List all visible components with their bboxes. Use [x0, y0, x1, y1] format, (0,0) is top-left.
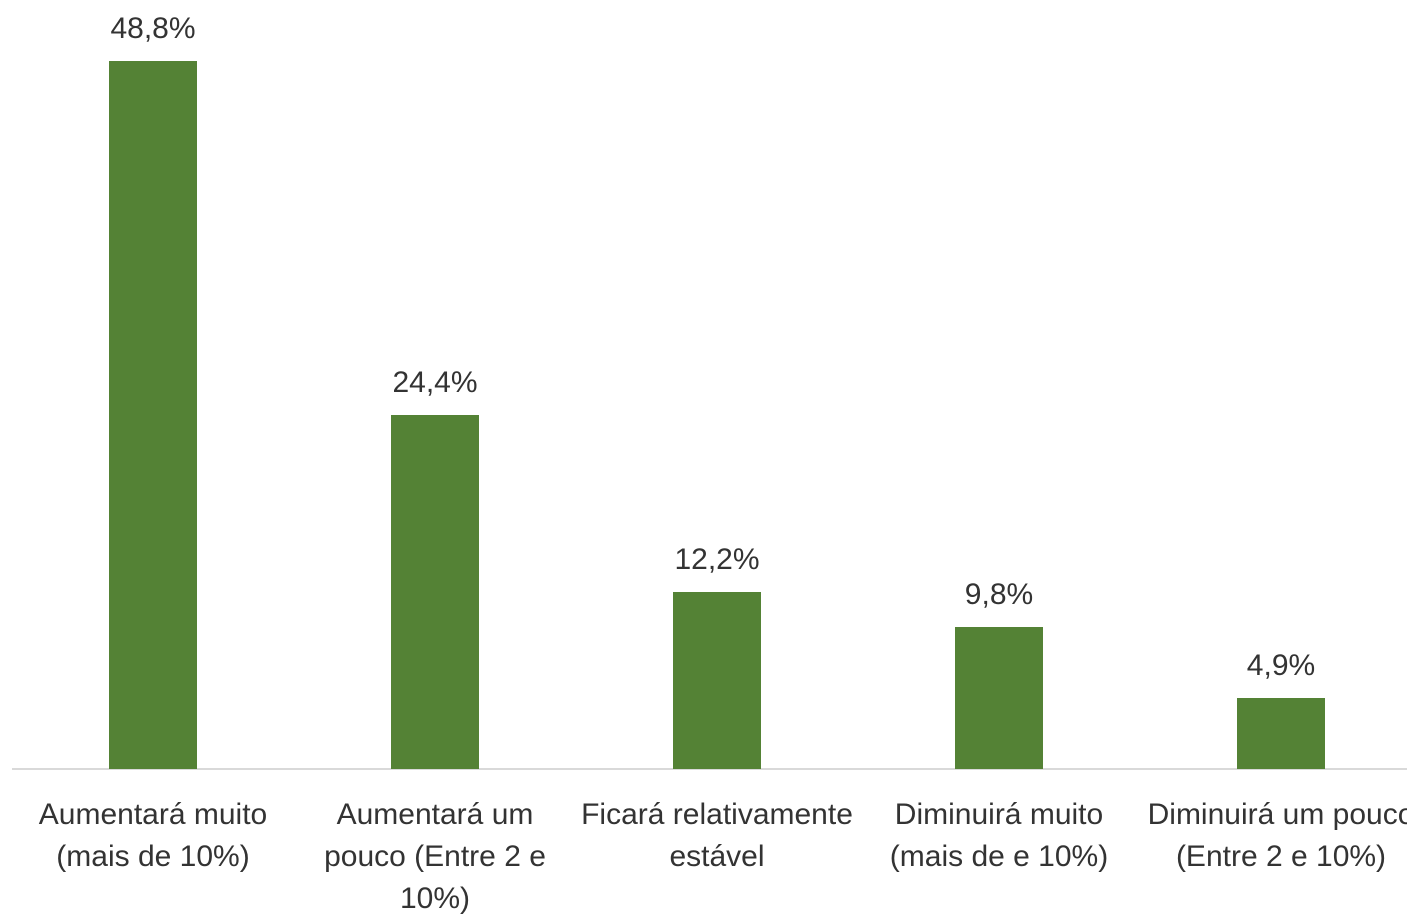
x-tick-label: Aumentará um pouco (Entre 2 e 10%): [324, 798, 546, 915]
bar: [1237, 697, 1325, 769]
data-label: 24,4%: [392, 366, 478, 399]
bar: [109, 61, 197, 769]
data-label: 48,8%: [110, 12, 196, 45]
data-label: 4,9%: [1246, 648, 1316, 682]
data-label: 12,2%: [674, 543, 760, 576]
x-axis-line: [12, 768, 1407, 770]
x-tick-label: Ficará relativamente estável: [581, 798, 853, 873]
x-tick-label: Diminuirá muito (mais de e 10%): [889, 798, 1109, 873]
bar: [955, 626, 1043, 769]
x-tick-label: Aumentará muito (mais de 10%): [38, 798, 268, 873]
bar: [391, 415, 479, 769]
data-label: 9,8%: [964, 577, 1034, 611]
bar: [673, 592, 761, 769]
x-tick-label: Diminuirá um pouco (Entre 2 e 10%): [1147, 798, 1407, 873]
